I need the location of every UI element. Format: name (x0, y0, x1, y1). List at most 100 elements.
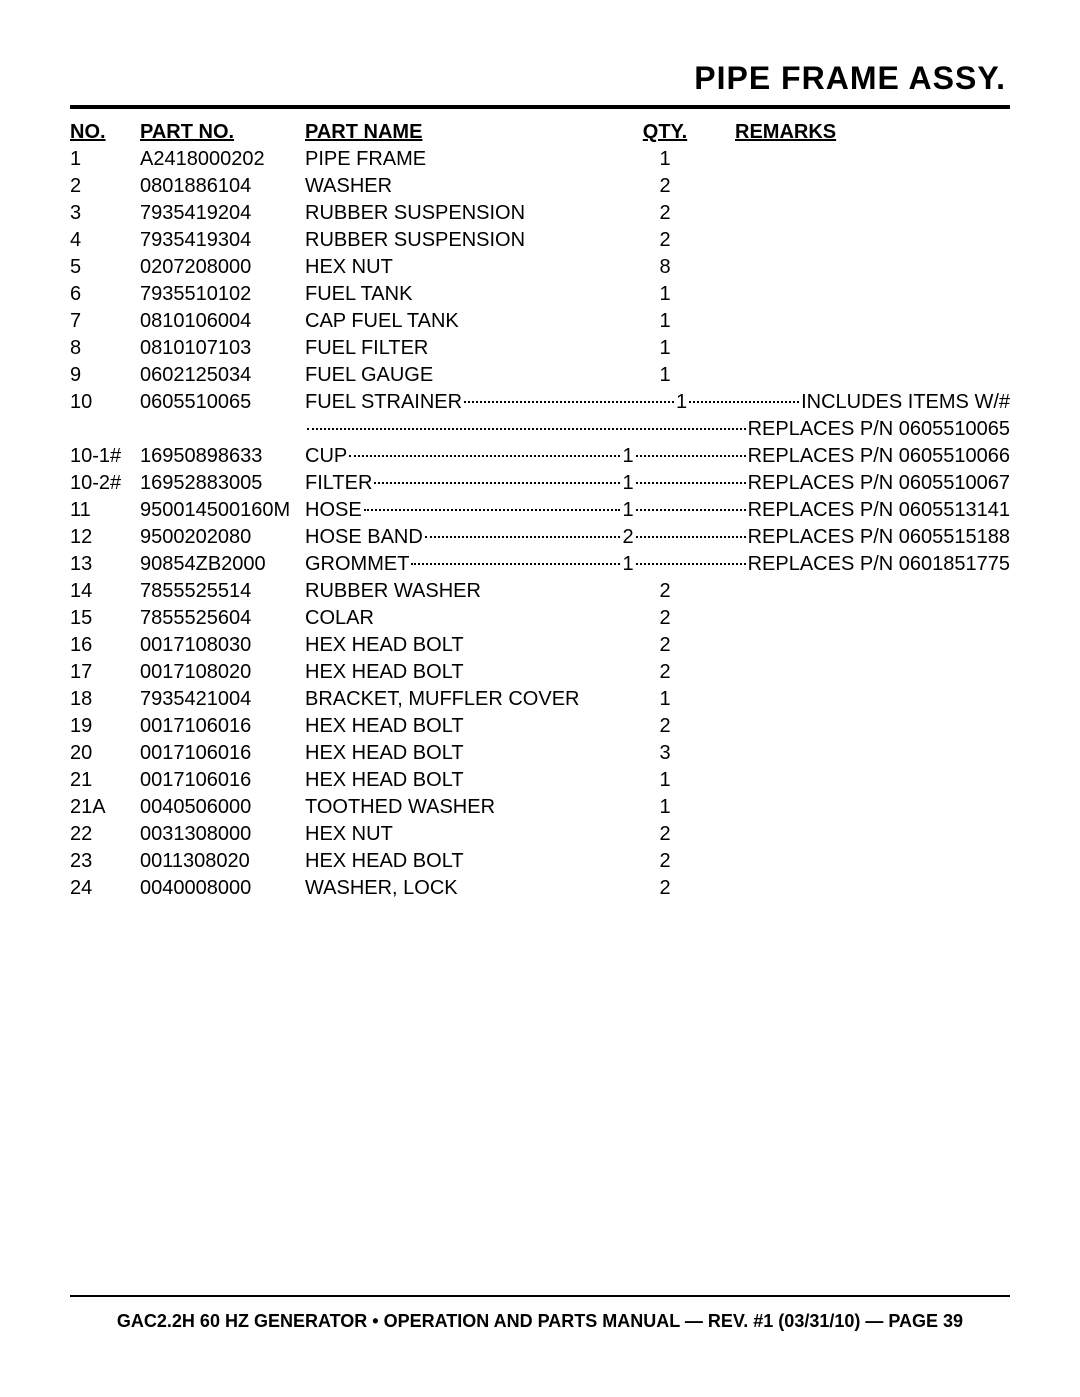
cell-remarks (705, 875, 1010, 902)
cell-remarks (705, 767, 1010, 794)
cell-qty: 1 (622, 443, 633, 470)
cell-remarks (705, 362, 1010, 389)
cell-part-name: CUP (305, 443, 347, 470)
table-row: 210017106016HEX HEAD BOLT1 (70, 767, 1010, 794)
header-part-name: PART NAME (305, 119, 625, 146)
cell-part-no: 0207208000 (140, 254, 305, 281)
footer-rule (70, 1295, 1010, 1297)
cell-part-no: 0602125034 (140, 362, 305, 389)
cell-part-no: 0810107103 (140, 335, 305, 362)
table-row: 47935419304RUBBER SUSPENSION2 (70, 227, 1010, 254)
cell-qty: 2 (625, 848, 705, 875)
cell-part-no: A2418000202 (140, 146, 305, 173)
cell-part-name: HEX NUT (305, 254, 625, 281)
cell-remarks (705, 335, 1010, 362)
cell-qty: 2 (625, 875, 705, 902)
dot-leader (349, 455, 620, 457)
cell-no: 3 (70, 200, 140, 227)
cell-part-name: HOSE BAND (305, 524, 423, 551)
cell-qty: 2 (625, 200, 705, 227)
cell-qty: 1 (676, 389, 687, 416)
cell-part-no: 0017106016 (140, 767, 305, 794)
cell-no: 21 (70, 767, 140, 794)
table-row: 80810107103FUEL FILTER1 (70, 335, 1010, 362)
cell-remarks (705, 686, 1010, 713)
cell-remarks (705, 740, 1010, 767)
cell-no: 14 (70, 578, 140, 605)
cell-part-name: HEX HEAD BOLT (305, 659, 625, 686)
cell-no: 7 (70, 308, 140, 335)
cell-qty: 2 (625, 605, 705, 632)
cell-qty: 1 (625, 686, 705, 713)
cell-part-name: TOOTHED WASHER (305, 794, 625, 821)
table-row: 187935421004BRACKET, MUFFLER COVER1 (70, 686, 1010, 713)
table-row: 67935510102FUEL TANK1 (70, 281, 1010, 308)
cell-part-no: 0810106004 (140, 308, 305, 335)
cell-remarks: REPLACES P/N 0605513141 (748, 497, 1010, 524)
cell-part-no: 0801886104 (140, 173, 305, 200)
cell-no: 13 (70, 551, 140, 578)
cell-remarks: REPLACES P/N 0605515188 (748, 524, 1010, 551)
header-no: NO. (70, 119, 140, 146)
cell-part-no: 7935421004 (140, 686, 305, 713)
cell-remarks: REPLACES P/N 0605510065 (748, 416, 1010, 443)
cell-part-name: GROMMET (305, 551, 409, 578)
cell-part-no: 7935510102 (140, 281, 305, 308)
cell-remarks: REPLACES P/N 0605510067 (748, 470, 1010, 497)
cell-remarks (705, 200, 1010, 227)
cell-part-no: 0017106016 (140, 740, 305, 767)
cell-part-no: 9500202080 (140, 524, 305, 551)
cell-part-no: 7855525604 (140, 605, 305, 632)
cell-qty: 2 (625, 227, 705, 254)
dot-leader (364, 509, 621, 511)
table-row: 1A2418000202PIPE FRAME1 (70, 146, 1010, 173)
cell-no: 21A (70, 794, 140, 821)
dot-leader (636, 563, 746, 565)
dot-leader (636, 509, 746, 511)
cell-no: 10-1# (70, 443, 140, 470)
cell-part-no: 7855525514 (140, 578, 305, 605)
cell-remarks (705, 713, 1010, 740)
cell-no: 6 (70, 281, 140, 308)
cell-part-no: 0040008000 (140, 875, 305, 902)
table-row: 20801886104WASHER2 (70, 173, 1010, 200)
cell-part-name: FUEL FILTER (305, 335, 625, 362)
cell-no: 5 (70, 254, 140, 281)
dot-leader (411, 563, 620, 565)
cell-qty: 1 (625, 794, 705, 821)
cell-qty: 1 (625, 335, 705, 362)
cell-no: 18 (70, 686, 140, 713)
cell-remarks (705, 794, 1010, 821)
cell-part-no: 0017106016 (140, 713, 305, 740)
table-row: 220031308000HEX NUT2 (70, 821, 1010, 848)
cell-remarks: REPLACES P/N 0605510066 (748, 443, 1010, 470)
cell-part-no: 0011308020 (140, 848, 305, 875)
cell-no: 20 (70, 740, 140, 767)
cell-qty: 2 (625, 821, 705, 848)
table-row: 190017106016HEX HEAD BOLT2 (70, 713, 1010, 740)
cell-no: 8 (70, 335, 140, 362)
cell-qty: 1 (625, 362, 705, 389)
cell-part-name: BRACKET, MUFFLER COVER (305, 686, 625, 713)
dot-leader (689, 401, 799, 403)
cell-no: 16 (70, 632, 140, 659)
cell-no: 23 (70, 848, 140, 875)
table-header-row: NO. PART NO. PART NAME QTY. REMARKS (70, 119, 1010, 146)
table-row: 160017108030HEX HEAD BOLT2 (70, 632, 1010, 659)
cell-part-no: 0031308000 (140, 821, 305, 848)
cell-no: 15 (70, 605, 140, 632)
cell-no: 2 (70, 173, 140, 200)
cell-part-no: 0605510065 (140, 389, 305, 416)
cell-no: 1 (70, 146, 140, 173)
cell-no: 10 (70, 389, 140, 416)
cell-remarks (705, 821, 1010, 848)
cell-remarks: INCLUDES ITEMS W/# (801, 389, 1010, 416)
table-row: 21A0040506000TOOTHED WASHER1 (70, 794, 1010, 821)
title-rule (70, 105, 1010, 109)
table-row: 10-2#16952883005FILTER1REPLACES P/N 0605… (70, 470, 1010, 497)
cell-part-no: 7935419304 (140, 227, 305, 254)
table-row: 90602125034FUEL GAUGE1 (70, 362, 1010, 389)
cell-qty: 1 (625, 308, 705, 335)
table-row: 200017106016HEX HEAD BOLT3 (70, 740, 1010, 767)
dot-leader (464, 401, 674, 403)
